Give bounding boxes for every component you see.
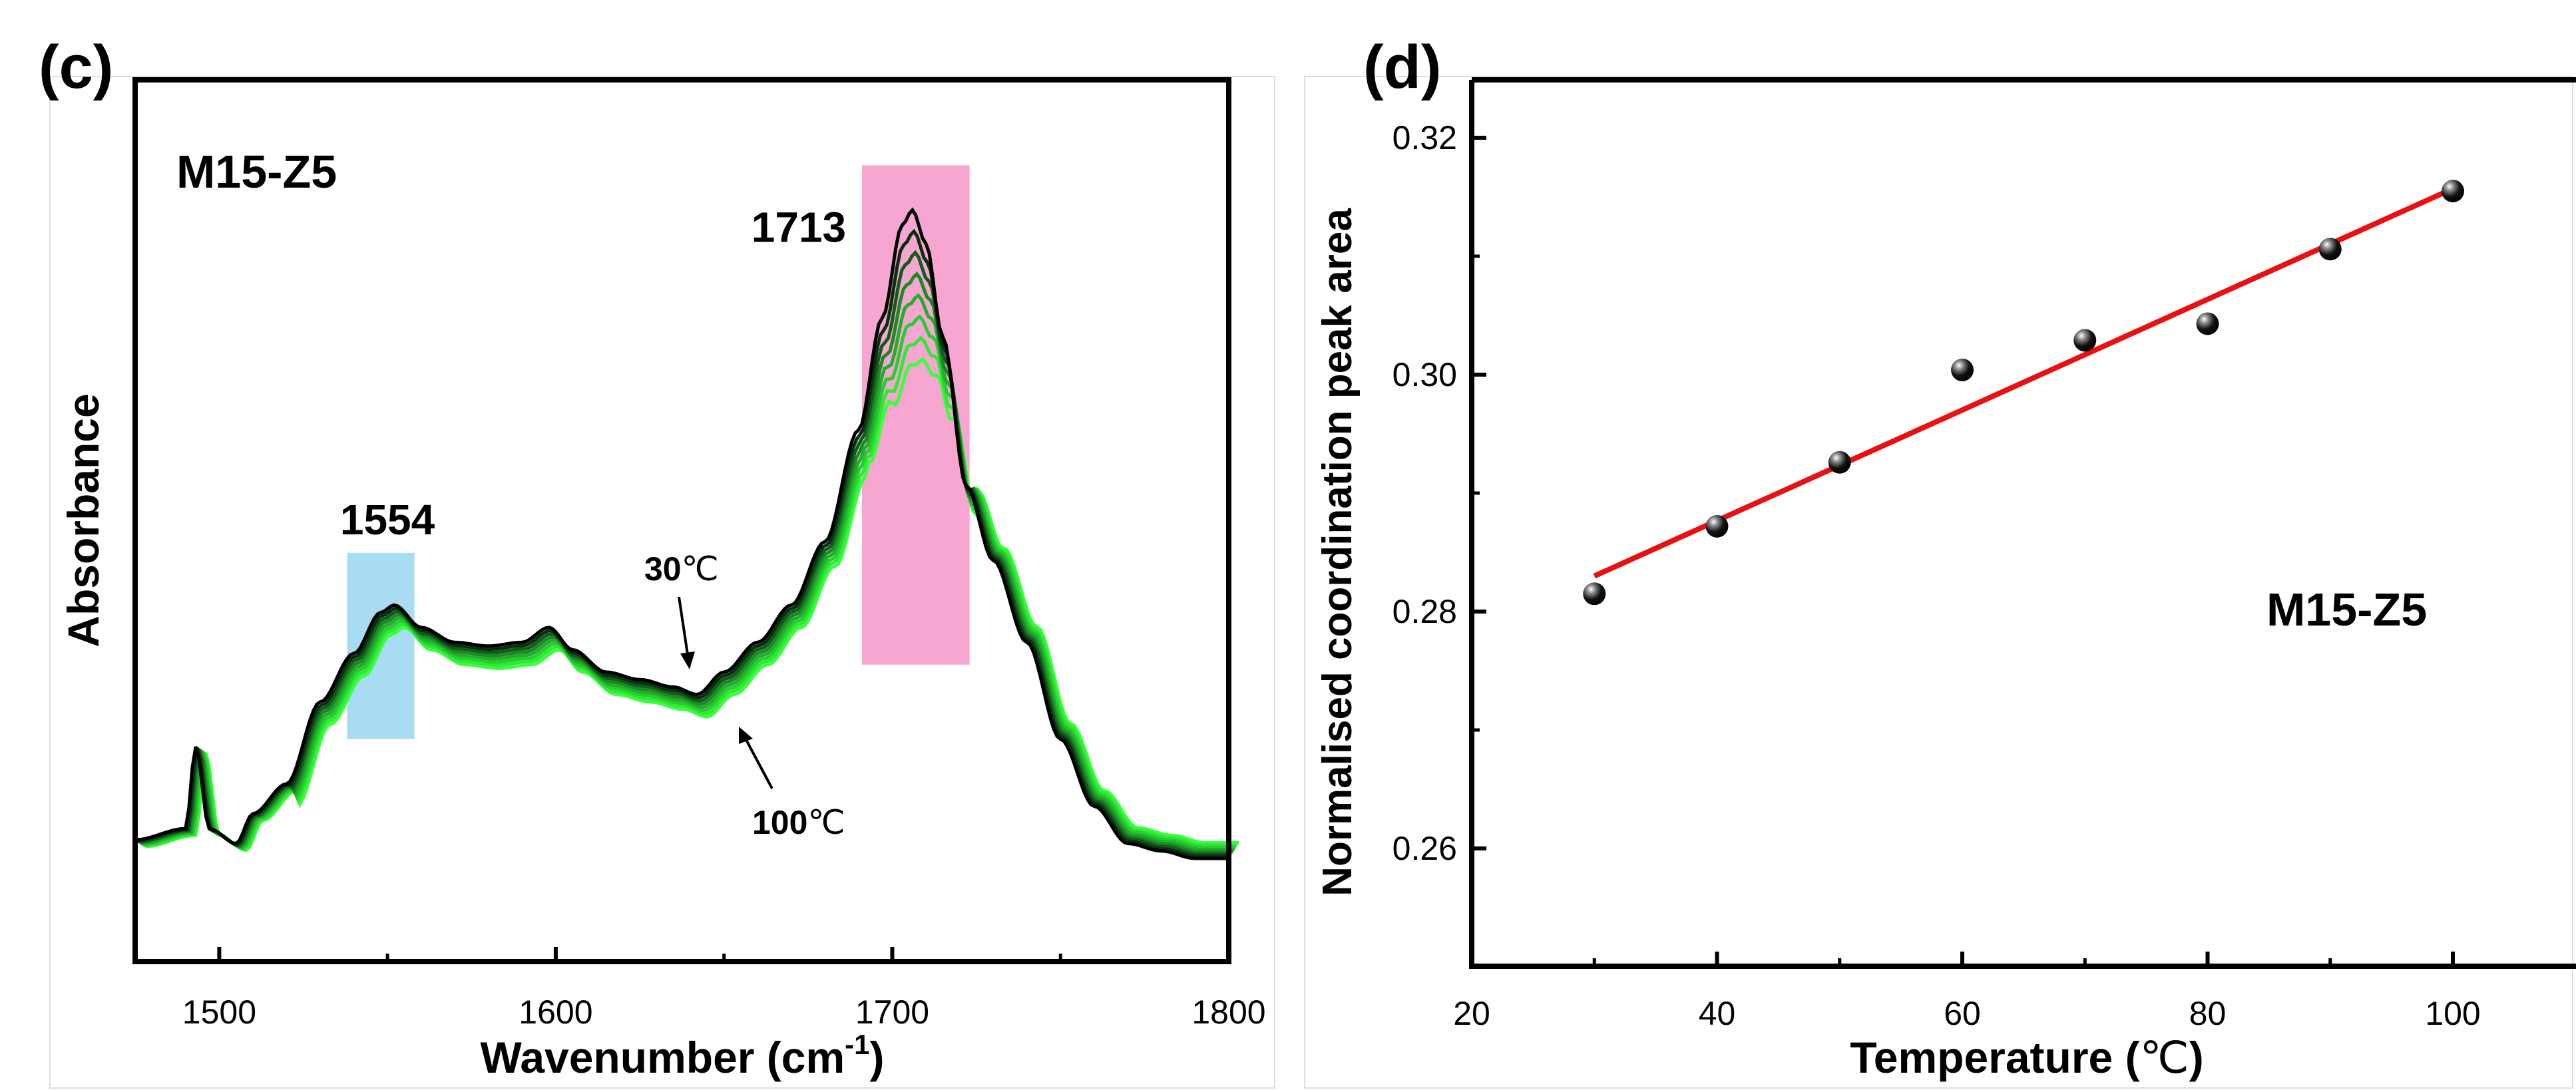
spectrum-series	[143, 335, 1237, 851]
panel-c-label: (c)	[39, 33, 113, 101]
x-tick-label-c: 1600	[519, 994, 592, 1031]
spectrum-series	[136, 228, 1231, 858]
plot-frame-c	[132, 77, 1231, 964]
data-points	[1583, 180, 2464, 606]
data-point	[2073, 329, 2097, 352]
spectrum-series	[142, 314, 1236, 850]
x-tick-label-d: 40	[1699, 995, 1736, 1032]
x-ticks-c: 1500 1600 1700 1800	[182, 947, 1266, 1031]
spectrum-series	[134, 207, 1229, 860]
y-axis-label-c: Absorbance	[59, 393, 108, 647]
temp-arrow-high	[744, 738, 773, 789]
temp-arrow-low	[678, 596, 690, 659]
panel-c: (c) 1500 1600 1700 1800 M15-Z5 1554 1713 30…	[39, 33, 1275, 1089]
data-point	[1828, 451, 1851, 474]
x-axis-label-c: Wavenumber (cm-1)	[480, 1029, 884, 1082]
panel-d: (d) 0.260.280.300.32 20 40 60 80 100 M15-Z5 …	[1304, 33, 2576, 1089]
data-point	[2318, 238, 2342, 261]
y-tick-label-d: 0.28	[1393, 593, 1457, 630]
peak-label-1554: 1554	[340, 496, 435, 544]
temp-label-low: 30℃	[644, 550, 719, 588]
x-tick-label-d: 100	[2425, 995, 2480, 1032]
temp-label-high: 100℃	[752, 804, 845, 841]
fit-line	[1593, 186, 2454, 579]
x-tick-label-d: 80	[2189, 995, 2227, 1032]
y-tick-label-d: 0.32	[1393, 119, 1457, 156]
x-ticks-d: 20 40 60 80 100	[1453, 952, 2481, 1032]
x-tick-label-c: 1800	[1191, 994, 1265, 1031]
panel-d-label: (d)	[1363, 33, 1441, 101]
x-tick-label-d: 20	[1453, 995, 1490, 1032]
spectrum-series	[140, 293, 1235, 852]
fit-line-segment	[1593, 186, 2454, 579]
data-point	[2196, 312, 2219, 335]
data-point	[2442, 180, 2464, 203]
panel-c-frame	[49, 76, 1275, 1089]
sample-label-d: M15-Z5	[2266, 584, 2427, 636]
y-axis-label-d: Normalised coordination peak area	[1315, 208, 1361, 896]
x-tick-label-c: 1700	[855, 994, 929, 1031]
x-tick-label-d: 60	[1944, 995, 1981, 1032]
peak-label-1713: 1713	[751, 203, 846, 251]
spectra-series	[134, 207, 1239, 860]
temp-arrowhead-low	[680, 651, 695, 669]
data-point	[1951, 358, 1974, 381]
spectrum-series	[139, 272, 1233, 854]
sample-label-c: M15-Z5	[176, 146, 337, 198]
spectrum-series	[138, 250, 1232, 856]
temp-arrowhead-high	[739, 727, 753, 744]
y-tick-label-d: 0.30	[1393, 356, 1457, 393]
y-tick-label-d: 0.26	[1393, 830, 1457, 867]
panel-d-frame	[1304, 76, 2573, 1089]
data-point	[1705, 514, 1729, 538]
data-point	[1583, 582, 1606, 606]
x-axis-label-d: Temperature (℃)	[1850, 1033, 2203, 1082]
y-ticks-d: 0.26 0.28 0.30 0.32	[1393, 119, 1486, 867]
spectrum-series	[145, 357, 1239, 852]
x-tick-label-c: 1500	[182, 994, 256, 1031]
